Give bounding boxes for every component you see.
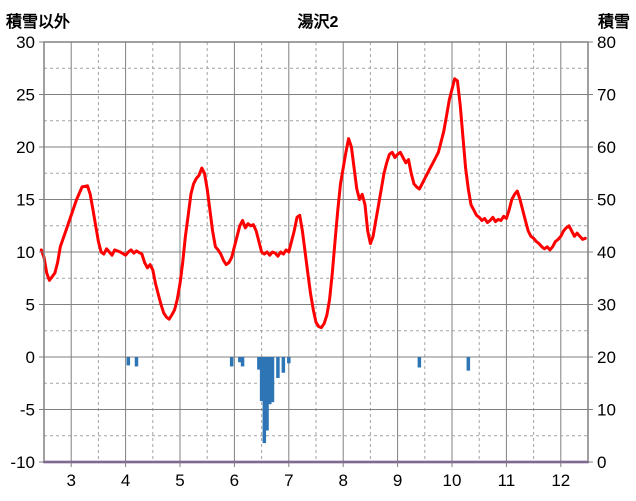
- negative-bars-bar: [238, 357, 242, 363]
- right-tick-label: 10: [597, 401, 616, 420]
- right-tick-label: 60: [597, 138, 616, 157]
- negative-bars-bar: [257, 357, 261, 370]
- right-tick-label: 70: [597, 86, 616, 105]
- left-tick-label: 30: [16, 33, 35, 52]
- x-tick-label: 9: [393, 471, 402, 490]
- negative-bars-bar: [240, 357, 245, 367]
- negative-bars-bar: [287, 357, 291, 364]
- left-tick-label: -5: [20, 401, 35, 420]
- non-snow-line: [39, 77, 587, 330]
- negative-bars-bar: [466, 357, 471, 371]
- left-tick-label: 10: [16, 243, 35, 262]
- right-tick-label: 20: [597, 348, 616, 367]
- x-tick-label: 12: [551, 471, 570, 490]
- negative-bars-bar: [259, 357, 264, 402]
- left-tick-label: 5: [26, 296, 35, 315]
- left-tick-label: 15: [16, 191, 35, 210]
- negative-bars-bar: [268, 357, 272, 405]
- negative-bars-bar: [417, 357, 422, 368]
- right-tick-label: 50: [597, 191, 616, 210]
- negative-bars-bar: [262, 357, 267, 444]
- right-axis-title: 積雪: [597, 14, 630, 31]
- right-tick-label: 30: [597, 296, 616, 315]
- negative-bars-bar: [134, 357, 139, 367]
- negative-bars-bar: [270, 357, 275, 403]
- chart-title: 湯沢2: [297, 14, 339, 31]
- right-tick-label: 40: [597, 243, 616, 262]
- x-tick-label: 4: [121, 471, 130, 490]
- x-tick-label: 5: [175, 471, 184, 490]
- left-tick-label: 20: [16, 138, 35, 157]
- negative-bars-bar: [276, 357, 280, 378]
- left-tick-label: -10: [10, 453, 35, 472]
- x-tick-label: 7: [284, 471, 293, 490]
- left-tick-label: 25: [16, 86, 35, 105]
- x-tick-label: 3: [66, 471, 75, 490]
- left-axis-title: 積雪以外: [6, 14, 71, 31]
- negative-bars-bar: [281, 357, 286, 373]
- x-tick-label: 10: [443, 471, 462, 490]
- right-tick-label: 0: [597, 453, 606, 472]
- x-tick-label: 11: [498, 471, 516, 490]
- negative-bars-bar: [126, 357, 131, 366]
- x-tick-label: 8: [338, 471, 347, 490]
- chart-header: 積雪以外 湯沢2 積雪: [0, 4, 636, 32]
- x-tick-label: 6: [230, 471, 239, 490]
- negative-bars-bar: [265, 357, 269, 431]
- left-tick-label: 0: [26, 348, 35, 367]
- negative-bars-bar: [229, 357, 234, 367]
- right-tick-label: 80: [597, 33, 616, 52]
